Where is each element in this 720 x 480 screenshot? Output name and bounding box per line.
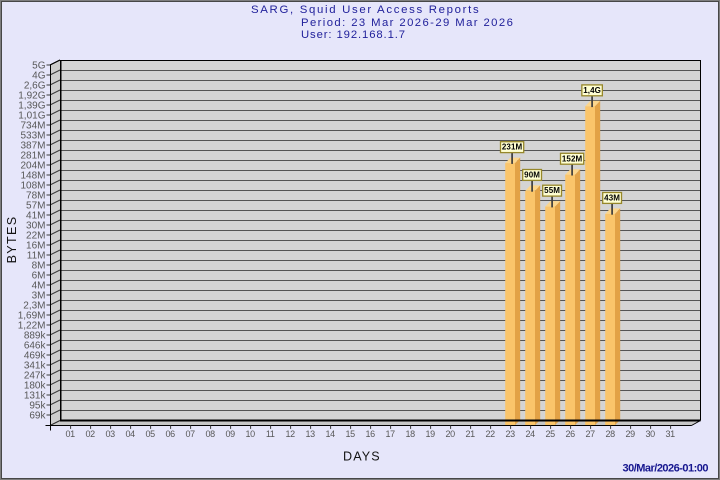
svg-text:22: 22 bbox=[486, 429, 496, 439]
svg-text:27: 27 bbox=[586, 429, 596, 439]
svg-text:16: 16 bbox=[366, 429, 376, 439]
svg-text:231M: 231M bbox=[502, 143, 523, 152]
svg-text:20: 20 bbox=[446, 429, 456, 439]
svg-text:07: 07 bbox=[186, 429, 196, 439]
svg-text:2,6G: 2,6G bbox=[24, 80, 46, 91]
svg-text:28: 28 bbox=[606, 429, 616, 439]
svg-text:281M: 281M bbox=[20, 150, 45, 161]
svg-text:31: 31 bbox=[666, 429, 676, 439]
svg-text:06: 06 bbox=[166, 429, 176, 439]
svg-text:18: 18 bbox=[406, 429, 416, 439]
svg-text:180k: 180k bbox=[24, 380, 47, 391]
svg-text:1,01G: 1,01G bbox=[18, 110, 45, 121]
svg-text:03: 03 bbox=[106, 429, 116, 439]
svg-text:13: 13 bbox=[306, 429, 316, 439]
svg-text:152M: 152M bbox=[562, 154, 583, 163]
svg-text:6M: 6M bbox=[32, 270, 46, 281]
svg-text:11: 11 bbox=[266, 429, 275, 439]
svg-text:12: 12 bbox=[286, 429, 296, 439]
svg-text:17: 17 bbox=[386, 429, 396, 439]
svg-text:02: 02 bbox=[86, 429, 96, 439]
svg-text:387M: 387M bbox=[20, 140, 45, 151]
svg-text:1,39G: 1,39G bbox=[18, 100, 45, 111]
svg-text:8M: 8M bbox=[32, 260, 46, 271]
svg-text:5G: 5G bbox=[32, 60, 46, 71]
svg-text:469k: 469k bbox=[24, 350, 47, 361]
svg-text:341k: 341k bbox=[24, 360, 47, 371]
svg-text:30M: 30M bbox=[26, 220, 45, 231]
svg-text:19: 19 bbox=[426, 429, 436, 439]
svg-text:131k: 131k bbox=[24, 390, 47, 401]
svg-text:30: 30 bbox=[646, 429, 656, 439]
svg-text:SARG, Squid User Access Report: SARG, Squid User Access Reports bbox=[251, 4, 480, 16]
svg-text:247k: 247k bbox=[24, 370, 47, 381]
svg-text:533M: 533M bbox=[20, 130, 45, 141]
svg-text:148M: 148M bbox=[20, 170, 45, 181]
svg-text:05: 05 bbox=[146, 429, 156, 439]
svg-text:2,3M: 2,3M bbox=[23, 300, 45, 311]
svg-text:09: 09 bbox=[226, 429, 236, 439]
svg-text:User: 192.168.1.7: User: 192.168.1.7 bbox=[301, 29, 406, 41]
svg-text:16M: 16M bbox=[26, 240, 45, 251]
svg-text:3M: 3M bbox=[32, 290, 46, 301]
svg-text:646k: 646k bbox=[24, 340, 47, 351]
svg-text:15: 15 bbox=[346, 429, 356, 439]
svg-text:69k: 69k bbox=[29, 410, 46, 421]
svg-text:10: 10 bbox=[246, 429, 256, 439]
svg-text:24: 24 bbox=[526, 429, 536, 439]
svg-text:4G: 4G bbox=[32, 70, 46, 81]
svg-text:26: 26 bbox=[566, 429, 576, 439]
svg-text:22M: 22M bbox=[26, 230, 45, 241]
svg-text:14: 14 bbox=[326, 429, 336, 439]
svg-text:1,22M: 1,22M bbox=[18, 320, 46, 331]
svg-text:4M: 4M bbox=[32, 280, 46, 291]
svg-text:21: 21 bbox=[466, 429, 476, 439]
svg-text:889k: 889k bbox=[24, 330, 47, 341]
svg-text:Period: 23 Mar 2026-29 Mar 202: Period: 23 Mar 2026-29 Mar 2026 bbox=[301, 17, 514, 29]
svg-text:BYTES: BYTES bbox=[5, 216, 19, 264]
svg-text:30/Mar/2026-01:00: 30/Mar/2026-01:00 bbox=[622, 462, 708, 474]
svg-text:57M: 57M bbox=[26, 200, 45, 211]
svg-text:25: 25 bbox=[546, 429, 556, 439]
svg-text:41M: 41M bbox=[26, 210, 45, 221]
svg-text:1,92G: 1,92G bbox=[18, 90, 45, 101]
svg-text:01: 01 bbox=[66, 429, 76, 439]
svg-text:08: 08 bbox=[206, 429, 216, 439]
svg-text:1,69M: 1,69M bbox=[18, 310, 46, 321]
svg-text:43M: 43M bbox=[604, 194, 620, 203]
svg-text:204M: 204M bbox=[20, 160, 45, 171]
svg-text:23: 23 bbox=[506, 429, 516, 439]
svg-text:95k: 95k bbox=[29, 400, 46, 411]
svg-text:29: 29 bbox=[626, 429, 636, 439]
svg-text:734M: 734M bbox=[20, 120, 45, 131]
svg-text:108M: 108M bbox=[20, 180, 45, 191]
svg-text:04: 04 bbox=[126, 429, 136, 439]
svg-text:11M: 11M bbox=[27, 250, 46, 261]
svg-text:78M: 78M bbox=[26, 190, 45, 201]
svg-text:DAYS: DAYS bbox=[343, 449, 381, 463]
svg-text:55M: 55M bbox=[544, 186, 560, 195]
svg-text:1,4G: 1,4G bbox=[583, 86, 601, 95]
svg-text:90M: 90M bbox=[524, 171, 540, 180]
